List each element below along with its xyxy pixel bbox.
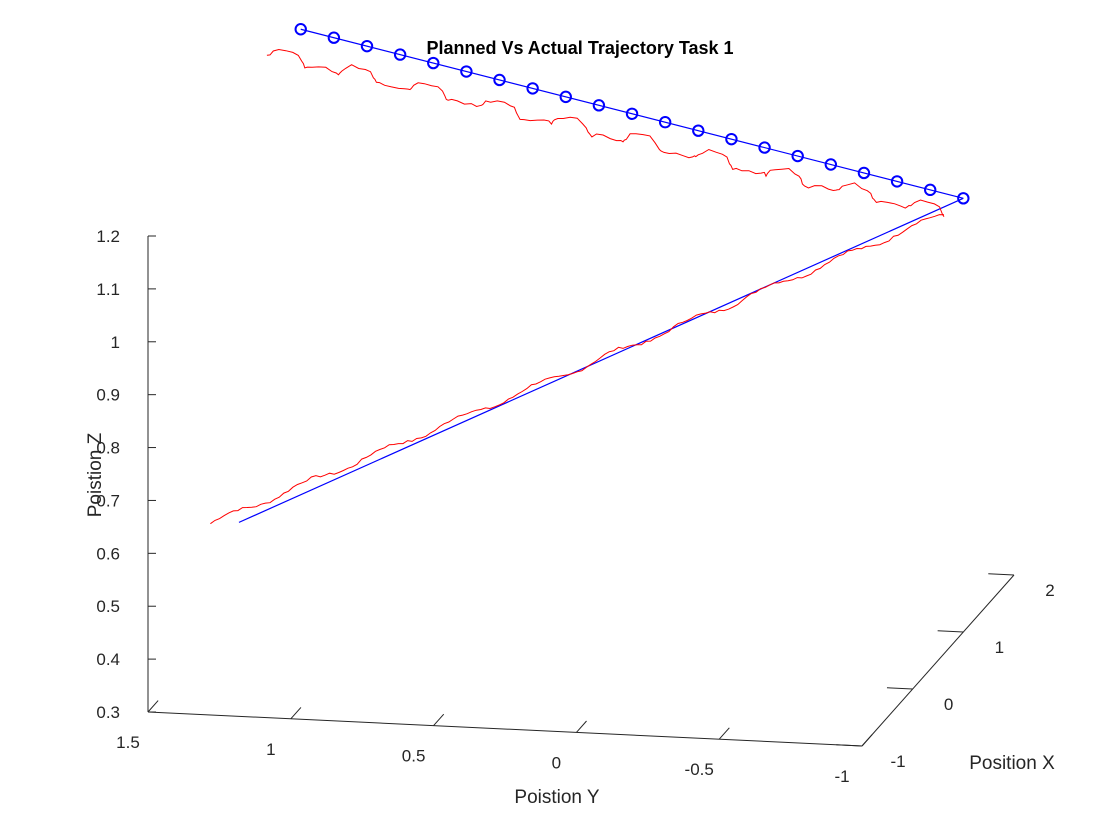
planned-waypoint-marker [824, 158, 838, 171]
z-tick-label: 1.1 [96, 280, 120, 299]
planned-waypoint-marker [526, 82, 539, 95]
y-tick-mark [861, 734, 873, 747]
planned-waypoint-marker [427, 56, 440, 70]
planned-waypoint-marker [592, 99, 606, 112]
x-tick-mark [836, 744, 863, 747]
y-tick-mark [433, 713, 445, 726]
planned-waypoint-marker [559, 90, 572, 104]
x-tick-label: 2 [1045, 581, 1054, 600]
planned-waypoint-marker [857, 166, 871, 180]
planned-waypoint-marker [625, 107, 639, 120]
y-tick-label: -1 [834, 767, 849, 786]
actual-path-segment [266, 48, 945, 217]
z-tick-label: 0.7 [96, 491, 120, 510]
x-axis-label: Position X [969, 753, 1055, 774]
planned-waypoint-marker [393, 48, 407, 61]
z-tick-label: 1 [111, 333, 120, 352]
x-tick-label: -1 [890, 752, 905, 771]
planned-waypoint-marker [658, 116, 672, 129]
planned-waypoint-marker [360, 39, 374, 53]
z-tick-label: 0.4 [96, 650, 120, 669]
z-tick-label: 0.6 [96, 544, 120, 563]
actual-trajectory [210, 48, 945, 525]
x-tick-mark [988, 573, 1015, 576]
y-tick-mark [147, 700, 159, 713]
x-tick-mark [886, 687, 913, 690]
planned-waypoint-marker [924, 183, 937, 197]
tick-labels: 0.3 0.4 0.5 0.6 0.7 0.8 0.9 1 1.1 1.2 1.5 1 0.5 0 -0.5… [96, 227, 1054, 786]
planned-path-segment [300, 28, 964, 199]
y-tick-mark [576, 720, 587, 733]
planned-waypoint-marker [327, 31, 341, 44]
planned-waypoint-marker [758, 141, 771, 154]
x-tick-mark [937, 630, 964, 633]
y-tick-label: 0.5 [402, 747, 426, 766]
y-tick-mark [718, 727, 730, 740]
planned-waypoint-marker [294, 23, 307, 36]
y-tick-label: 0 [552, 753, 561, 772]
series [210, 23, 970, 525]
y-axis-label: Poistion Y [514, 787, 600, 808]
x-axis-line [861, 574, 1015, 747]
planned-path-segment [238, 197, 964, 523]
y-tick-label: 1.5 [116, 733, 140, 752]
tick-marks [147, 235, 1015, 747]
actual-path-segment [210, 214, 945, 525]
y-axis-line [147, 711, 863, 747]
z-tick-label: 0.8 [96, 439, 120, 458]
axes [147, 236, 1015, 747]
x-tick-label: 1 [995, 638, 1004, 657]
planned-trajectory [238, 23, 970, 523]
planned-waypoint-marker [957, 192, 970, 205]
z-tick-label: 0.9 [96, 386, 120, 405]
z-tick-label: 0.3 [96, 703, 120, 722]
planned-waypoint-marker [460, 65, 473, 78]
planned-waypoint-marker [725, 132, 738, 146]
y-tick-label: -0.5 [685, 760, 714, 779]
x-tick-label: 0 [944, 695, 953, 714]
planned-waypoint-marker [493, 73, 506, 87]
planned-waypoint-marker [692, 124, 705, 137]
z-tick-label: 0.5 [96, 597, 120, 616]
planned-waypoint-marker [890, 175, 904, 188]
y-tick-label: 1 [266, 740, 275, 759]
planned-waypoint-marker [791, 149, 804, 163]
z-axis-label: Poistion Z [85, 432, 106, 517]
chart-title: Planned Vs Actual Trajectory Task 1 [426, 38, 733, 58]
z-tick-label: 1.2 [96, 227, 120, 246]
y-tick-mark [290, 707, 302, 720]
